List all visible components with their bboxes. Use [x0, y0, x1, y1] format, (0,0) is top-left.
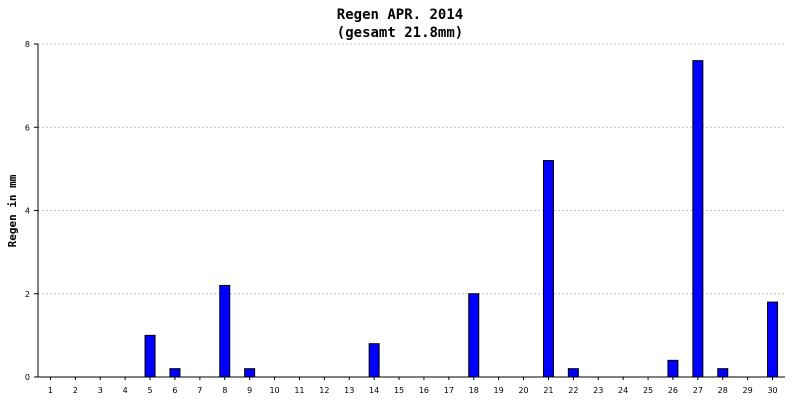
x-tick-label: 28: [718, 386, 728, 395]
x-tick-label: 19: [494, 386, 504, 395]
bars: [144, 60, 779, 378]
x-tick-label: 5: [148, 386, 153, 395]
bar-day-21: [542, 160, 554, 378]
y-tick-label: 4: [25, 207, 30, 216]
bar-day-28: [717, 368, 729, 378]
x-tick-label: 10: [269, 386, 279, 395]
x-tick-label: 21: [543, 386, 553, 395]
y-tick-labels: 0 2 4 6 8: [25, 40, 38, 382]
y-tick-label: 6: [25, 123, 30, 132]
y-axis-label: Regen in mm: [6, 174, 19, 247]
x-tick-label: 30: [767, 386, 777, 395]
bar-day-26: [667, 359, 679, 378]
grid-lines: [38, 43, 785, 295]
x-tick-label: 20: [518, 386, 528, 395]
x-tick-label: 14: [369, 386, 379, 395]
x-tick-label: 26: [668, 386, 678, 395]
y-tick-label: 2: [25, 290, 30, 299]
x-tick-label: 11: [294, 386, 304, 395]
bar-day-14: [368, 343, 380, 378]
x-tick-label: 9: [247, 386, 252, 395]
x-tick-label: 17: [444, 386, 454, 395]
bar-day-8: [219, 284, 231, 378]
bar-day-5: [144, 334, 156, 378]
x-tick-label: 3: [98, 386, 103, 395]
bar-day-18: [468, 293, 480, 378]
bar-day-9: [244, 368, 256, 378]
x-tick-label: 12: [319, 386, 329, 395]
x-tick-label: 18: [469, 386, 479, 395]
x-tick-label: 22: [568, 386, 578, 395]
x-tick-label: 7: [197, 386, 202, 395]
y-tick-label: 0: [25, 373, 30, 382]
bar-day-27: [692, 60, 704, 378]
x-tick-label: 1: [48, 386, 53, 395]
x-tick-label: 13: [344, 386, 354, 395]
chart-subtitle: (gesamt 21.8mm): [337, 25, 463, 41]
chart-title: Regen APR. 2014: [337, 7, 463, 23]
x-tick-label: 29: [743, 386, 753, 395]
x-tick-labels: 1 2 3 4 5 6 7 8 9 10 11 12 13 14 15 16 17 18 19 20 21 22 23 24 2…: [48, 377, 778, 395]
x-tick-label: 2: [73, 386, 78, 395]
x-tick-label: 15: [394, 386, 404, 395]
x-tick-label: 16: [419, 386, 429, 395]
bar-day-6: [169, 368, 181, 378]
x-tick-label: 23: [593, 386, 603, 395]
y-tick-label: 8: [25, 40, 30, 49]
bar-day-22: [567, 368, 579, 378]
x-tick-label: 8: [222, 386, 227, 395]
x-tick-label: 25: [643, 386, 653, 395]
x-tick-label: 27: [693, 386, 703, 395]
x-tick-label: 24: [618, 386, 628, 395]
x-tick-label: 4: [123, 386, 128, 395]
bar-day-30: [767, 301, 779, 378]
x-tick-label: 6: [172, 386, 177, 395]
